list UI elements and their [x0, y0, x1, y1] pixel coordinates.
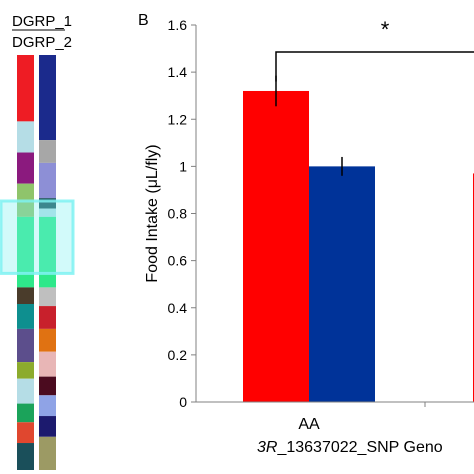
chromosome-segment [17, 403, 34, 423]
y-tick-label: 0.2 [168, 347, 188, 363]
legend-dgrp1: DGRP_1 [12, 13, 72, 30]
y-axis-label: Food Intake (μL/fly) [144, 144, 161, 282]
chromosome-segment [39, 351, 56, 377]
y-tick-label: 0.4 [168, 300, 188, 316]
bar [309, 166, 375, 402]
chromosome-segment [17, 121, 34, 153]
chromosome-segment [17, 378, 34, 404]
chromosome-segment [39, 208, 56, 217]
y-tick-label: 0 [179, 394, 187, 410]
significance-star: * [381, 17, 390, 42]
panel-label: B [138, 12, 149, 29]
highlight-band-fill [1, 201, 73, 274]
chromosome-segment [39, 436, 56, 470]
y-tick-label: 1.2 [168, 111, 188, 127]
y-tick-label: 1.4 [168, 64, 188, 80]
chromosome-segment [17, 362, 34, 379]
y-axis-ticks: 0 0.2 0.4 0.6 0.8 1 1.2 1.4 1.6 [168, 17, 196, 410]
significance-bracket [275, 51, 474, 82]
y-tick-label: 1 [179, 158, 187, 174]
chromosome-segment [17, 328, 34, 363]
chromosome-segment [17, 304, 34, 329]
chromosome-segment [39, 55, 56, 141]
chromosome-segment [39, 416, 56, 437]
chromosome-bar-dgrp1 [17, 55, 34, 470]
chromosome-segment [17, 287, 34, 304]
bars [243, 75, 474, 402]
x-category-label: AA [298, 416, 320, 433]
bar-chart: 0 0.2 0.4 0.6 0.8 1 1.2 1.4 1.6 Food Intake (μL/… [144, 17, 474, 456]
chromosome-segment [39, 328, 56, 352]
x-axis-label-chromosome: 3R [257, 439, 278, 456]
chromosome-segment [39, 198, 56, 209]
x-axis-label-rest: _13637022_SNP Geno [276, 439, 442, 456]
legend-dgrp2: DGRP_2 [12, 34, 72, 51]
chromosome-segment [39, 395, 56, 417]
chromosome-segment [39, 287, 56, 307]
bar [243, 90, 309, 402]
chromosome-segment [39, 216, 56, 288]
chromosome-segment [39, 162, 56, 199]
x-axis-label: 3R_13637022_SNP Geno [257, 439, 443, 456]
chromosome-segment [39, 376, 56, 396]
chromosome-segment [39, 140, 56, 163]
y-tick-label: 0.6 [168, 253, 188, 269]
chromosome-panel: DGRP_1 DGRP_2 [0, 13, 75, 470]
chromosome-segment [17, 422, 34, 444]
highlight-band [0, 199, 75, 275]
y-tick-label: 1.6 [168, 17, 188, 33]
chromosome-segment [17, 152, 34, 184]
chromosome-segment [17, 443, 34, 470]
chromosome-bar-dgrp2 [39, 55, 56, 470]
y-tick-label: 0.8 [168, 206, 188, 222]
chromosome-segment [17, 55, 34, 122]
chromosome-segment [17, 216, 34, 288]
chromosome-segment [39, 306, 56, 329]
